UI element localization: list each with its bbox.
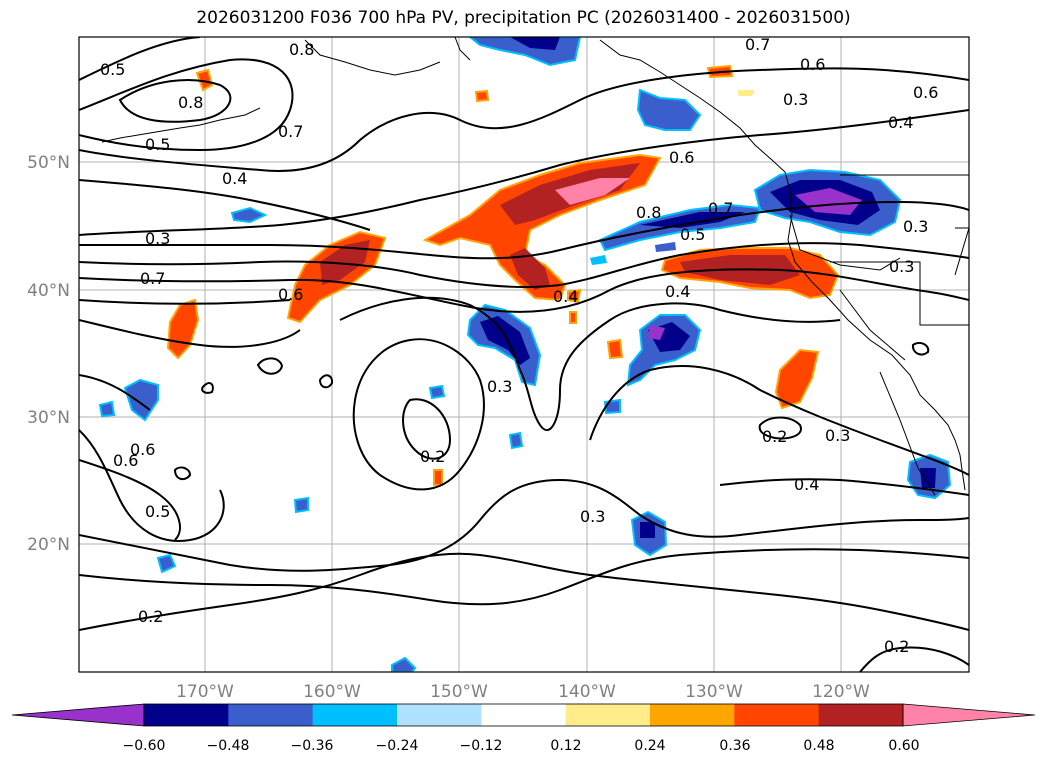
lon-label: 140°W	[558, 682, 616, 702]
contour-label: 0.5	[145, 502, 170, 521]
colorbar-segment	[650, 704, 735, 726]
colorbar-segment	[397, 704, 482, 726]
colorbar-segments	[11, 703, 1036, 727]
contour-label: 0.8	[178, 93, 203, 112]
contour-label: 0.3	[487, 377, 512, 396]
longitude-labels: 170°W 160°W 150°W 140°W 130°W 120°W	[176, 682, 870, 702]
lon-label: 160°W	[303, 682, 361, 702]
lat-label: 40°N	[27, 281, 70, 301]
contour-label: 0.8	[636, 203, 661, 222]
colorbar-tick-label: 0.12	[550, 738, 581, 754]
lat-label: 20°N	[27, 535, 70, 555]
contour-label: 0.3	[580, 507, 605, 526]
contour-label: 0.5	[145, 135, 170, 154]
map-title: 2026031200 F036 700 hPa PV, precipitatio…	[196, 8, 851, 28]
contour-label: 0.4	[553, 287, 578, 306]
colorbar-segment	[481, 704, 567, 726]
lon-label: 120°W	[812, 682, 870, 702]
colorbar-tick-label: −0.60	[123, 738, 166, 754]
colorbar-tick-label: 0.36	[719, 738, 750, 754]
contour-label: 0.2	[884, 637, 909, 656]
contour-label: 0.7	[140, 269, 165, 288]
contour-label: 0.2	[420, 447, 445, 466]
contour-label: 0.2	[762, 427, 787, 446]
contour-label: 0.6	[278, 285, 303, 304]
colorbar-segment	[312, 704, 398, 726]
contour-label: 0.3	[903, 217, 928, 236]
contour-label: 0.3	[825, 426, 850, 445]
colorbar-tick-label: −0.24	[376, 738, 419, 754]
contour-label: 0.4	[665, 282, 690, 301]
colorbar-ticks: −0.60 −0.48 −0.36 −0.24 −0.12 0.12 0.24 …	[123, 738, 920, 754]
precip-negative-regions	[98, 37, 952, 672]
contour-label: 0.3	[889, 257, 914, 276]
colorbar-tick-label: 0.24	[634, 738, 665, 754]
lat-label: 30°N	[27, 408, 70, 428]
contour-label: 0.3	[783, 90, 808, 109]
colorbar-segment	[144, 704, 229, 726]
map-frame	[78, 36, 970, 673]
colorbar-segment	[818, 704, 904, 726]
contour-label: 0.5	[100, 60, 125, 79]
coastlines	[101, 37, 969, 496]
contour-label: 0.7	[745, 35, 770, 54]
contour-label: 0.4	[888, 113, 913, 132]
contour-label: 0.7	[708, 199, 733, 218]
contour-label: 0.6	[913, 83, 938, 102]
colorbar-tick-label: −0.12	[460, 738, 503, 754]
lat-label: 50°N	[27, 153, 70, 173]
contour-label: 0.3	[145, 229, 170, 248]
lon-label: 130°W	[685, 682, 743, 702]
pv-contours	[79, 37, 969, 672]
contour-label: 0.6	[130, 440, 155, 459]
contour-label: 0.8	[289, 40, 314, 59]
colorbar-segment	[734, 704, 820, 726]
contour-label: 0.5	[680, 225, 705, 244]
colorbar-segment	[228, 704, 314, 726]
map-panel: 0.8 0.7 0.6 0.5 0.8 0.7 0.5 0.4 0.3 0.7 …	[79, 35, 969, 672]
lon-label: 150°W	[430, 682, 488, 702]
colorbar-segment	[565, 704, 651, 726]
colorbar-tick-label: 0.60	[888, 738, 919, 754]
contour-label: 0.2	[138, 607, 163, 626]
contour-label: 0.6	[113, 451, 138, 470]
colorbar-extend-high	[902, 703, 1036, 727]
colorbar-extend-low	[11, 703, 145, 727]
colorbar-tick-label: 0.48	[803, 738, 834, 754]
colorbar-tick-label: −0.36	[291, 738, 334, 754]
contour-label: 0.6	[800, 55, 825, 74]
latitude-labels: 50°N 40°N 30°N 20°N	[27, 153, 70, 555]
contour-label: 0.4	[794, 475, 819, 494]
contour-label: 0.7	[278, 122, 303, 141]
contour-labels: 0.8 0.7 0.6 0.5 0.8 0.7 0.5 0.4 0.3 0.7 …	[100, 35, 938, 656]
contour-label: 0.6	[669, 148, 694, 167]
colorbar: −0.60 −0.48 −0.36 −0.24 −0.12 0.12 0.24 …	[11, 703, 1036, 754]
contour-label: 0.4	[222, 169, 247, 188]
colorbar-tick-label: −0.48	[207, 738, 250, 754]
lon-label: 170°W	[176, 682, 234, 702]
colorbar-frame	[143, 703, 904, 727]
